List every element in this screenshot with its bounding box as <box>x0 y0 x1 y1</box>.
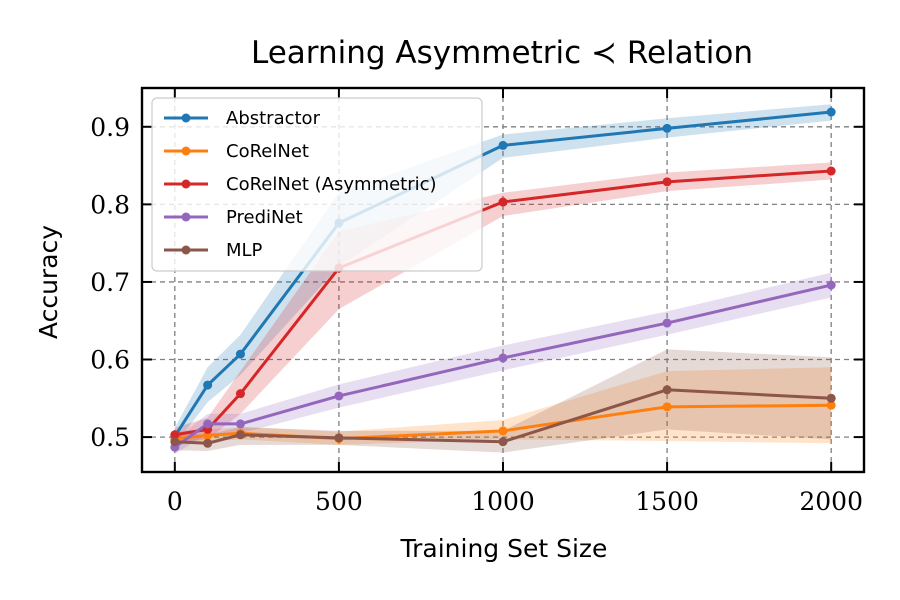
legend-label-3: PrediNet <box>226 207 303 228</box>
x-tick-label-2: 1000 <box>471 487 535 516</box>
point-series-3-1 <box>203 419 213 429</box>
point-series-2-0 <box>170 430 180 440</box>
legend-marker-3 <box>181 212 191 222</box>
point-series-2-2 <box>235 389 245 399</box>
point-series-4-5 <box>662 385 672 395</box>
point-series-2-4 <box>498 197 508 207</box>
legend-marker-2 <box>181 179 191 189</box>
point-series-4-1 <box>203 438 213 448</box>
point-series-3-2 <box>235 419 245 429</box>
point-series-1-4 <box>498 426 508 436</box>
band-series-0 <box>174 104 832 445</box>
point-series-0-1 <box>203 380 213 390</box>
point-series-2-5 <box>662 177 672 187</box>
y-tick-label-3: 0.8 <box>90 190 130 219</box>
point-series-4-6 <box>826 393 836 403</box>
legend-label-1: CoRelNet <box>226 141 309 162</box>
point-series-3-3 <box>334 391 344 401</box>
legend-marker-1 <box>181 146 191 156</box>
legend-marker-0 <box>181 113 191 123</box>
y-tick-label-2: 0.7 <box>90 268 130 297</box>
legend-label-0: Abstractor <box>226 108 321 129</box>
legend-marker-4 <box>181 245 191 255</box>
y-axis-label: Accuracy <box>34 225 63 339</box>
point-series-4-4 <box>498 437 508 447</box>
point-series-0-4 <box>498 140 508 150</box>
y-tick-label-4: 0.9 <box>90 113 130 142</box>
legend: Abstractor CoRelNet CoRelNet (Asymmetric) P… <box>151 97 483 272</box>
axis-ticks <box>142 88 864 472</box>
x-tick-labels: 0 500 1000 1500 2000 <box>167 487 863 516</box>
x-tick-label-3: 1500 <box>635 487 699 516</box>
point-series-0-2 <box>235 349 245 359</box>
point-series-0-6 <box>826 107 836 117</box>
point-series-2-6 <box>826 166 836 176</box>
point-series-4-3 <box>334 433 344 443</box>
x-tick-label-4: 2000 <box>799 487 863 516</box>
legend-label-4: MLP <box>226 240 263 261</box>
band-series-4 <box>174 349 832 453</box>
point-series-3-6 <box>826 280 836 290</box>
point-series-3-5 <box>662 318 672 328</box>
point-series-3-4 <box>498 353 508 363</box>
point-series-1-5 <box>662 402 672 412</box>
y-tick-label-1: 0.6 <box>90 346 130 375</box>
x-tick-label-1: 500 <box>315 487 363 516</box>
point-series-4-2 <box>235 430 245 440</box>
x-tick-label-0: 0 <box>167 487 183 516</box>
y-tick-labels: 0.5 0.6 0.7 0.8 0.9 <box>90 113 130 452</box>
point-series-4-0 <box>170 437 180 447</box>
point-series-1-1 <box>203 431 213 441</box>
point-series-1-6 <box>826 400 836 410</box>
chart-title: Learning Asymmetric ≺ Relation <box>251 35 753 71</box>
band-series-3 <box>174 272 832 455</box>
legend-label-2: CoRelNet (Asymmetric) <box>226 174 437 195</box>
y-tick-label-0: 0.5 <box>90 423 130 452</box>
legend-box <box>151 97 483 272</box>
point-series-0-5 <box>662 123 672 133</box>
x-axis-label: Training Set Size <box>400 534 608 563</box>
